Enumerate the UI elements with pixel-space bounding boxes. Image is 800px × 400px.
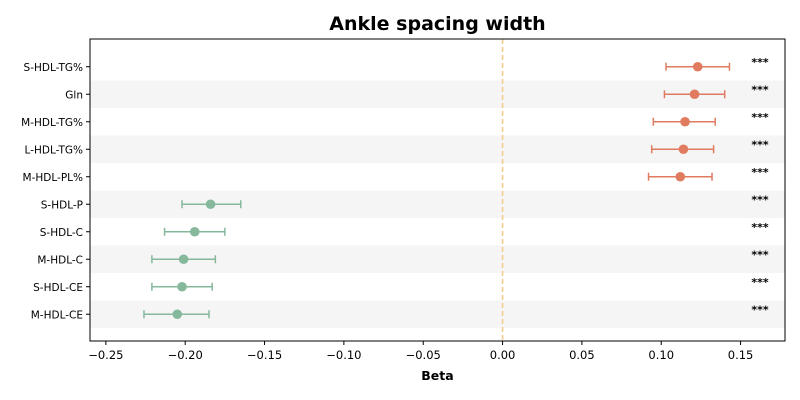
significance-label: *** bbox=[751, 138, 769, 151]
x-tick-label: −0.25 bbox=[88, 348, 123, 362]
point-group: *** bbox=[665, 56, 769, 72]
y-tick-label: M-HDL-TG% bbox=[21, 117, 83, 129]
point-group: *** bbox=[650, 138, 769, 155]
x-axis: −0.25 −0.20 −0.15 −0.10 −0.05 0.00 0.05 0.10 0.1… bbox=[88, 341, 753, 362]
significance-label: *** bbox=[751, 111, 769, 124]
y-tick-label: M-HDL-CE bbox=[31, 309, 83, 321]
x-tick-label: −0.10 bbox=[326, 348, 361, 362]
y-tick-label: S-HDL-TG% bbox=[24, 62, 83, 74]
data-point bbox=[678, 144, 689, 155]
data-point bbox=[177, 281, 187, 292]
significance-label: *** bbox=[751, 221, 769, 234]
y-tick-label: M-HDL-C bbox=[37, 254, 83, 266]
point-group: *** bbox=[652, 111, 769, 127]
y-tick-label: L-HDL-TG% bbox=[25, 144, 83, 156]
data-point bbox=[172, 309, 183, 320]
chart-title: Ankle spacing width bbox=[329, 13, 545, 35]
data-point bbox=[680, 116, 690, 127]
y-tick-label: Gln bbox=[65, 89, 83, 101]
x-tick-label: 0.00 bbox=[490, 348, 516, 362]
data-point bbox=[205, 199, 216, 210]
x-tick-label: −0.15 bbox=[247, 348, 282, 362]
x-tick-label: 0.15 bbox=[728, 348, 754, 362]
y-axis-labels: S-HDL-TG% Gln M-HDL-TG% L-HDL-TG% M-HDL-PL% S… bbox=[21, 62, 90, 321]
y-tick-label: S-HDL-C bbox=[40, 227, 83, 239]
data-point bbox=[178, 254, 189, 265]
x-tick-label: −0.20 bbox=[168, 348, 203, 362]
data-point bbox=[689, 89, 700, 100]
point-group: *** bbox=[143, 303, 769, 320]
point-group: *** bbox=[663, 83, 769, 100]
plot-frame bbox=[89, 38, 786, 342]
x-tick-label: 0.05 bbox=[569, 348, 595, 362]
point-group: *** bbox=[181, 193, 769, 210]
significance-label: *** bbox=[751, 303, 769, 316]
significance-label: *** bbox=[751, 193, 769, 206]
x-tick-label: 0.10 bbox=[648, 348, 674, 362]
significance-label: *** bbox=[751, 166, 769, 179]
significance-label: *** bbox=[751, 83, 769, 96]
data-series: *** *** *** *** *** *** *** *** *** *** bbox=[143, 56, 769, 320]
y-tick-label: S-HDL-CE bbox=[33, 282, 83, 294]
point-group: *** bbox=[151, 248, 769, 265]
data-point bbox=[692, 61, 703, 72]
significance-label: *** bbox=[751, 56, 769, 69]
y-tick-label: S-HDL-P bbox=[41, 199, 83, 211]
significance-label: *** bbox=[751, 248, 769, 261]
point-group: *** bbox=[151, 276, 769, 292]
point-group: *** bbox=[647, 166, 769, 182]
x-axis-label: Beta bbox=[421, 368, 453, 383]
data-point bbox=[189, 226, 200, 237]
y-tick-label: M-HDL-PL% bbox=[23, 172, 83, 184]
data-point bbox=[675, 171, 686, 182]
x-tick-label: −0.05 bbox=[406, 348, 441, 362]
point-group: *** bbox=[163, 221, 769, 237]
significance-label: *** bbox=[751, 276, 769, 289]
